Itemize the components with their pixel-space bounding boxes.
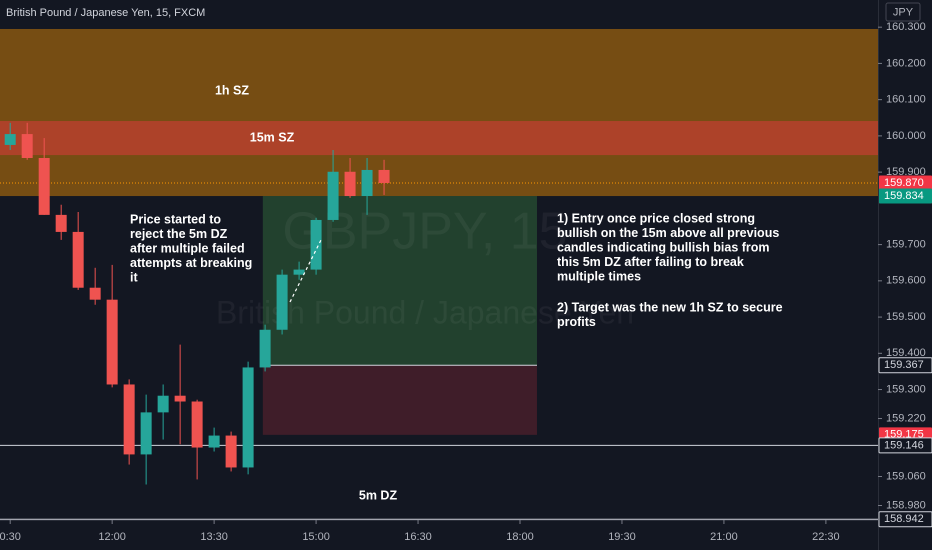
supply-zone: [0, 28, 878, 197]
profit-area: [262, 196, 537, 366]
x-tick-label: 19:30: [608, 531, 636, 543]
x-tick-label: 0:30: [0, 531, 21, 543]
x-tick-label: 22:30: [812, 531, 840, 543]
y-tick-label: 160.100: [886, 94, 926, 106]
x-tick-label: 21:00: [710, 531, 738, 543]
y-tick-label: 159.220: [886, 412, 926, 424]
watermark: GBPJPY, 15: [282, 203, 567, 261]
y-tick-label: 159.500: [886, 311, 926, 323]
chart-title: British Pound / Japanese Yen, 15, FXCM: [6, 7, 205, 19]
candle-body: [38, 157, 50, 215]
currency: JPY: [893, 6, 914, 18]
candle-body: [378, 169, 390, 183]
loss-area: [262, 365, 537, 435]
candle-body: [327, 171, 339, 220]
candle-body: [140, 412, 152, 455]
annotation: multiple times: [557, 269, 641, 283]
price-label: 159.367: [884, 359, 924, 371]
price-label: 159.870: [884, 177, 924, 189]
candle-body: [4, 134, 16, 145]
annotation: 15m SZ: [250, 130, 295, 144]
price-label: 159.146: [884, 439, 924, 451]
price-label-box: [879, 188, 932, 204]
price-label-box: [878, 357, 932, 374]
y-tick-label: 159.300: [886, 383, 926, 395]
price-label: 159.834: [884, 190, 924, 202]
candle-body: [361, 169, 373, 197]
candle-body: [174, 395, 186, 402]
candle-body: [123, 384, 135, 455]
annotation: this 5m DZ after failing to break: [557, 255, 744, 269]
candle-body: [225, 435, 237, 468]
candle-body: [259, 329, 271, 368]
annotation: 1) Entry once price closed strong: [557, 211, 755, 225]
y-tick-label: 160.000: [886, 130, 926, 142]
candle-body: [310, 219, 322, 270]
candle-body: [55, 214, 67, 232]
annotation: after multiple failed: [130, 241, 245, 255]
supply-zone: [0, 121, 878, 156]
annotation: it: [130, 270, 138, 284]
y-tick-label: 159.060: [886, 470, 926, 482]
candle-body: [21, 134, 33, 158]
y-tick-label: 159.900: [886, 166, 926, 178]
candle-body: [191, 401, 203, 448]
candle-body: [106, 299, 118, 385]
time-axis: [0, 520, 878, 550]
y-tick-label: 159.400: [886, 347, 926, 359]
annotation: candles indicating bullish bias from: [557, 240, 770, 254]
annotation: 5m DZ: [359, 488, 398, 502]
candle-body: [208, 435, 220, 448]
y-tick-label: 159.700: [886, 239, 926, 251]
candle-body: [242, 367, 254, 468]
candle-body: [157, 395, 169, 413]
x-tick-label: 18:00: [506, 531, 534, 543]
price-label-box: [878, 511, 932, 528]
x-tick-label: 13:30: [200, 531, 228, 543]
y-tick-label: 160.300: [886, 21, 926, 33]
y-tick-label: 158.980: [886, 499, 926, 511]
price-label: 158.942: [884, 513, 924, 525]
annotation: attempts at breaking: [130, 256, 252, 270]
candle-body: [344, 171, 356, 197]
x-tick-label: 12:00: [98, 531, 126, 543]
price-axis: [878, 0, 932, 550]
candle-body: [72, 231, 84, 288]
y-tick-label: 160.200: [886, 57, 926, 69]
annotation: 2) Target was the new 1h SZ to secure: [557, 300, 783, 314]
annotation: 1h SZ: [215, 83, 249, 97]
annotation: Price started to: [130, 212, 221, 226]
x-tick-label: 15:00: [302, 531, 330, 543]
candle-body: [89, 287, 101, 300]
annotation: bullish on the 15m above all previous: [557, 226, 779, 240]
annotation: profits: [557, 315, 596, 329]
annotation: reject the 5m DZ: [130, 227, 228, 241]
price-label-box: [878, 437, 932, 454]
candle-body: [293, 269, 305, 275]
currency-box: [885, 2, 921, 22]
y-tick-label: 159.600: [886, 275, 926, 287]
x-tick-label: 16:30: [404, 531, 432, 543]
candle-body: [276, 274, 288, 330]
